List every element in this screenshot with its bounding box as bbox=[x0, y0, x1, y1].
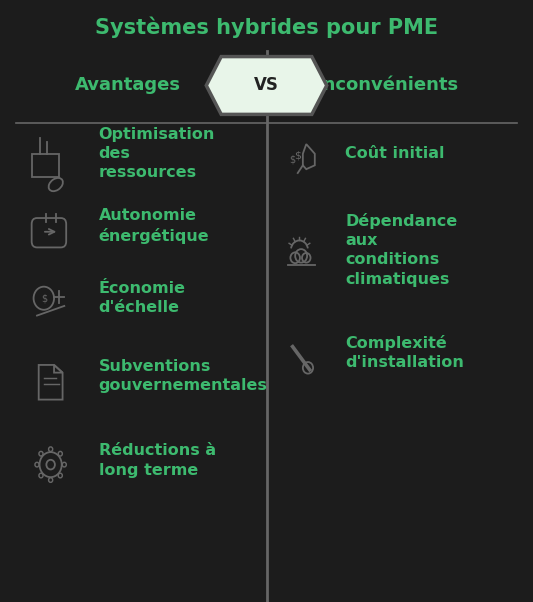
Text: Optimisation
des
ressources: Optimisation des ressources bbox=[99, 127, 215, 180]
Text: Dépendance
aux
conditions
climatiques: Dépendance aux conditions climatiques bbox=[345, 213, 458, 287]
Text: Systèmes hybrides pour PME: Systèmes hybrides pour PME bbox=[95, 16, 438, 38]
Text: Autonomie
énergétique: Autonomie énergétique bbox=[99, 208, 209, 244]
Text: VS: VS bbox=[254, 76, 279, 95]
Text: Réductions à
long terme: Réductions à long terme bbox=[99, 444, 216, 477]
Text: $: $ bbox=[294, 150, 301, 161]
Text: Économie
d'échelle: Économie d'échelle bbox=[99, 281, 185, 315]
Polygon shape bbox=[206, 57, 327, 114]
Text: $: $ bbox=[289, 155, 296, 164]
Text: Inconvénients: Inconvénients bbox=[316, 76, 458, 95]
Text: Complexité
d'installation: Complexité d'installation bbox=[345, 335, 464, 370]
Text: $: $ bbox=[41, 293, 47, 303]
Text: Coût initial: Coût initial bbox=[345, 146, 445, 161]
Text: Avantages: Avantages bbox=[75, 76, 181, 95]
Text: Subventions
gouvernementales: Subventions gouvernementales bbox=[99, 359, 268, 393]
